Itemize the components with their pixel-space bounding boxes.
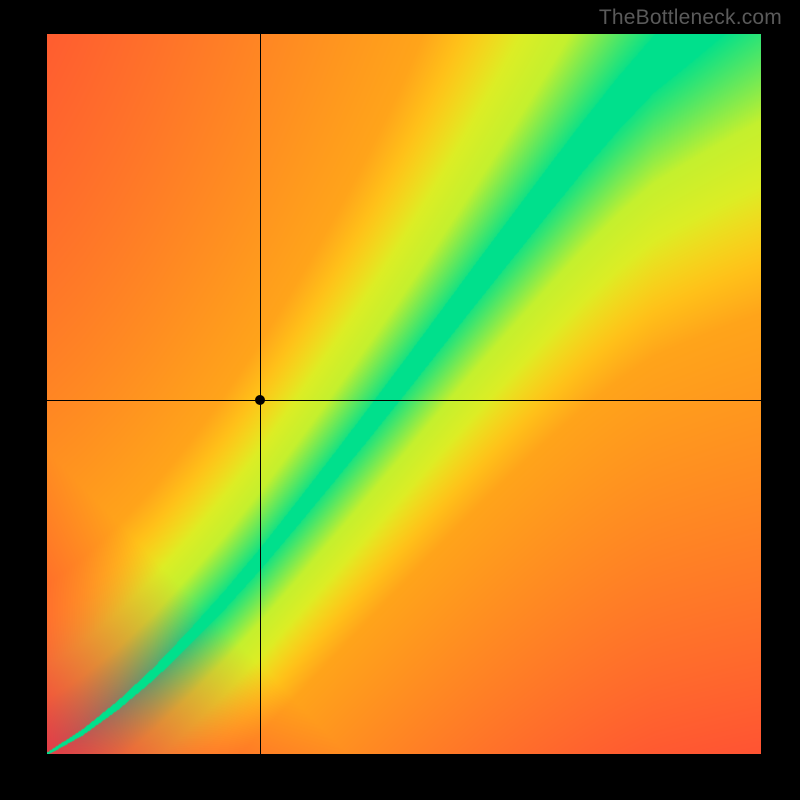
bottleneck-heatmap-plot [47,34,761,754]
heatmap-canvas [47,34,761,754]
watermark-text: TheBottleneck.com [599,6,782,30]
crosshair-horizontal [47,400,761,401]
data-point-marker [255,395,265,405]
